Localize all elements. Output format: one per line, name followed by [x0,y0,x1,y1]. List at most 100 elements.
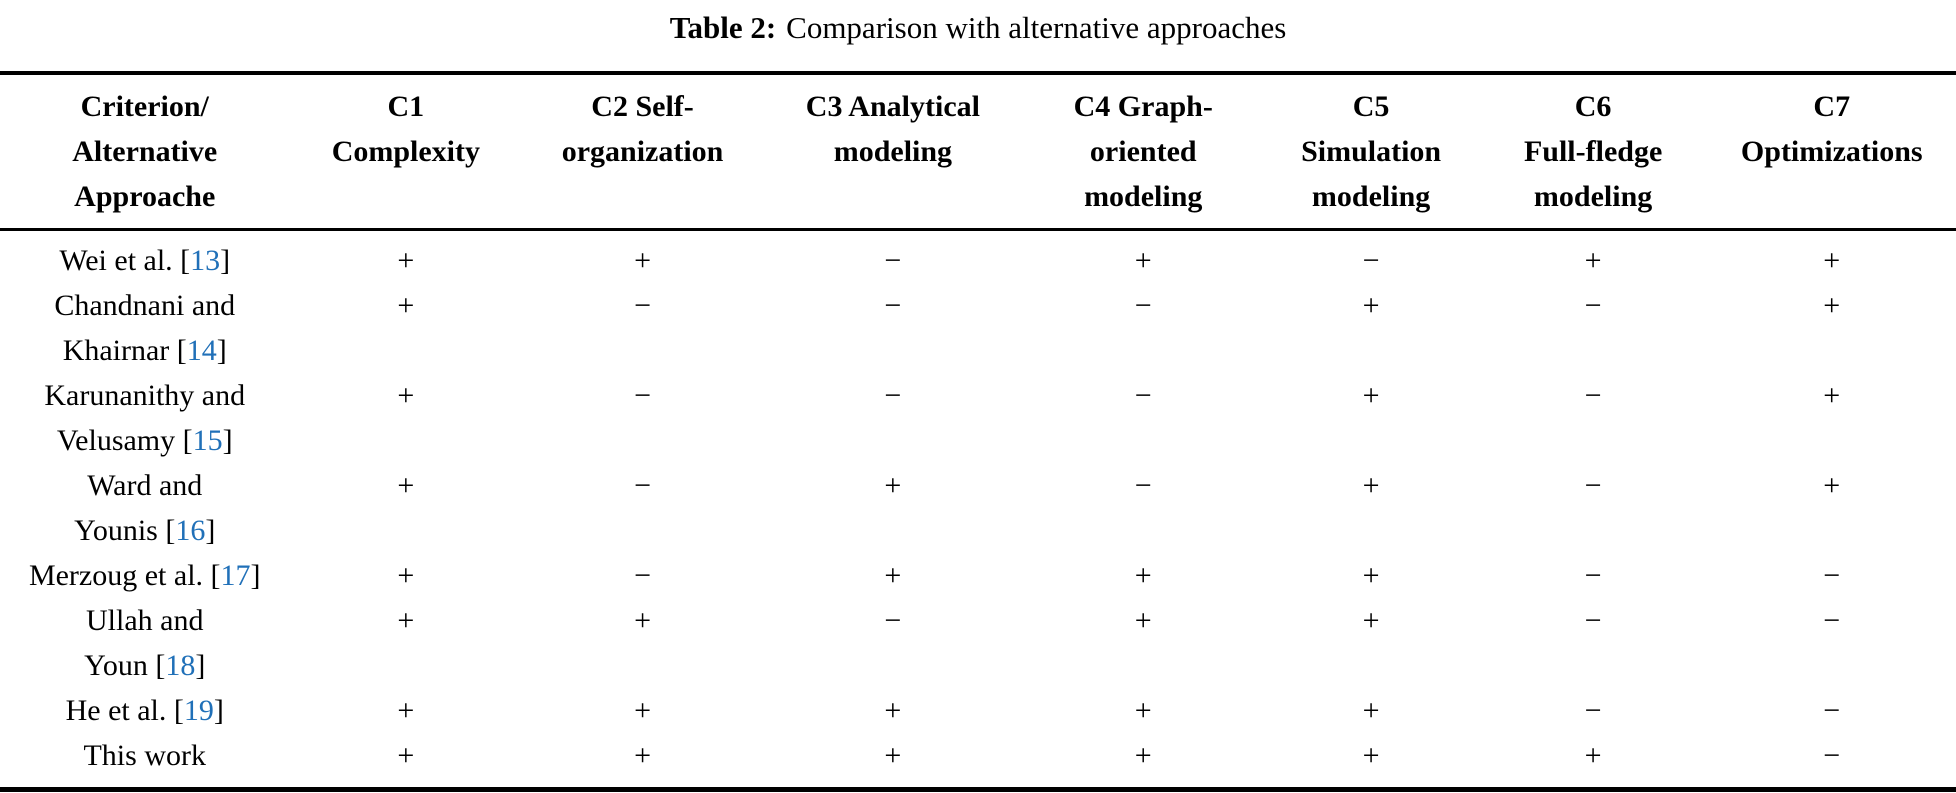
header-line: Simulation [1301,135,1442,168]
criterion-supported-mark: + [397,739,415,772]
criterion-supported-mark: + [884,469,902,502]
criterion-supported-mark: + [1134,694,1152,727]
citation-link[interactable]: 18 [165,649,196,682]
header-line: Complexity [331,135,481,168]
approach-name-cell: Chandnani and Khairnar [14] [0,283,289,373]
header-line: modeling [1533,180,1653,213]
approach-name-text: ] [250,559,261,592]
criterion-supported-mark: + [1823,244,1841,277]
header-line: oriented [1089,135,1197,168]
criterion-supported-mark: + [1134,559,1152,592]
criterion-supported-mark: + [1823,379,1841,412]
approach-name-line: Merzoug et al. [17] [0,553,289,598]
approach-name-text: Younis [ [74,514,176,547]
header-line: C1 [387,90,425,123]
approach-name-text: ] [195,649,206,682]
criterion-supported-mark: + [634,694,651,727]
approach-name-text: Chandnani and [54,289,236,322]
criterion-supported-mark: + [397,694,415,727]
header-line: Approache [74,180,216,213]
criterion-unsupported-mark: − [1584,694,1602,727]
table-row: He et al. [19] + + + + + − − [0,688,1956,733]
criterion-supported-mark: + [397,604,415,637]
approach-name-cell: Merzoug et al. [17] [0,553,289,598]
header-line: C5 [1352,90,1390,123]
criterion-unsupported-mark: − [1584,559,1602,592]
criterion-unsupported-mark: − [884,379,902,412]
column-header-c2: C2 Self-organization [522,73,763,230]
header-line: C4 Graph- [1073,90,1213,123]
comparison-table: Criterion/Alternative Approache C1 Complexi… [0,71,1956,792]
criterion-supported-mark: + [1134,739,1152,772]
criterion-supported-mark: + [634,604,651,637]
criterion-supported-mark: + [1362,694,1380,727]
criterion-supported-mark: + [1362,739,1380,772]
table-row: Ullah and Youn [18] + + − + + − − [0,598,1956,688]
criterion-unsupported-mark: − [634,469,651,502]
approach-name-line: Karunanithy and [0,373,289,418]
criterion-supported-mark: + [1362,559,1380,592]
approach-name-line: Velusamy [15] [0,418,289,463]
criterion-supported-mark: + [397,289,415,322]
approach-name-text: Merzoug et al. [ [28,559,221,592]
approach-name-text: ] [222,424,233,457]
criterion-supported-mark: + [1362,604,1380,637]
criterion-unsupported-mark: − [634,559,651,592]
approach-name-line: Ward and [0,463,289,508]
approach-name-line: Youn [18] [0,643,289,688]
column-header-criterion: Criterion/Alternative Approache [0,73,289,230]
criterion-unsupported-mark: − [884,289,902,322]
approach-name-cell: This work [0,733,289,790]
criterion-supported-mark: + [634,244,651,277]
criterion-supported-mark: + [1362,289,1380,322]
header-line: modeling [833,135,953,168]
header-line: modeling [1311,180,1431,213]
approach-name-text: ] [216,334,227,367]
approach-name-line: Ullah and [0,598,289,643]
citation-link[interactable]: 15 [192,424,223,457]
table-row: Ward and Younis [16] + − + − + − + [0,463,1956,553]
table-caption: Table 2: Comparison with alternative appr… [0,0,1956,50]
citation-link[interactable]: 14 [186,334,217,367]
approach-name-line: Younis [16] [0,508,289,553]
table-row: This work + + + + + + − [0,733,1956,790]
header-line: C6 [1574,90,1612,123]
header-line: C7 [1813,90,1851,123]
approach-name-line: This work [0,733,289,778]
citation-link[interactable]: 19 [183,694,214,727]
criterion-supported-mark: + [397,469,415,502]
table-row: Karunanithy and Velusamy [15] + − − − + − + [0,373,1956,463]
criterion-supported-mark: + [1584,244,1602,277]
criterion-unsupported-mark: − [1134,289,1152,322]
criterion-unsupported-mark: − [1584,379,1602,412]
criterion-unsupported-mark: − [634,379,651,412]
citation-link[interactable]: 17 [220,559,251,592]
criterion-unsupported-mark: − [1823,739,1841,772]
approach-name-text: ] [213,694,224,727]
header-line: Full-fledge [1523,135,1663,168]
approach-name-text: Karunanithy and [44,379,246,412]
criterion-supported-mark: + [397,379,415,412]
column-header-c4: C4 Graph-oriented modeling [1023,73,1264,230]
approach-name-line: Khairnar [14] [0,328,289,373]
approach-name-text: Youn [ [84,649,166,682]
citation-link[interactable]: 16 [175,514,206,547]
approach-name-cell: Ward and Younis [16] [0,463,289,553]
approach-name-text: He et al. [ [65,694,184,727]
header-line: C2 Self- [591,90,694,123]
approach-name-cell: He et al. [19] [0,688,289,733]
criterion-unsupported-mark: − [1823,559,1841,592]
approach-name-text: Ullah and [86,604,204,637]
criterion-unsupported-mark: − [1823,604,1841,637]
criterion-unsupported-mark: − [1584,289,1602,322]
approach-name-text: ] [205,514,216,547]
criterion-unsupported-mark: − [884,604,902,637]
criterion-unsupported-mark: − [634,289,651,322]
approach-name-cell: Ullah and Youn [18] [0,598,289,688]
citation-link[interactable]: 13 [190,244,221,277]
table-row: Wei et al. [13] + + − + − + + [0,230,1956,284]
column-header-c7: C7 Optimizations [1708,73,1956,230]
table-caption-label: Table 2: [669,10,777,45]
header-line: C3 Analytical [805,90,980,123]
